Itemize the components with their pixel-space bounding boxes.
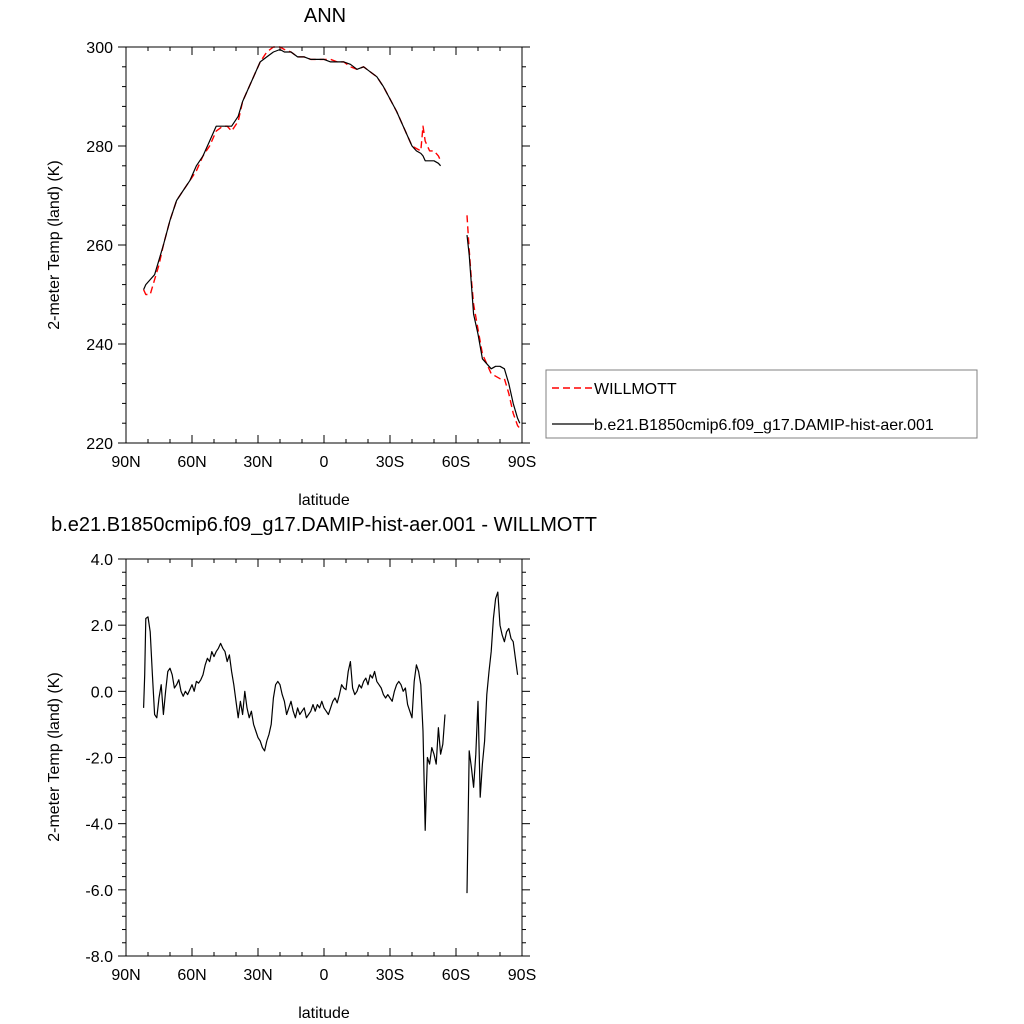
bottom-x-tick-label: 60N <box>177 967 206 984</box>
bottom-y-tick-label: 2.0 <box>91 618 113 635</box>
legend-label-willmott: WILLMOTT <box>594 381 677 398</box>
bottom-x-axis-label: latitude <box>298 1005 350 1022</box>
top-x-tick-label: 60S <box>442 454 470 471</box>
top-y-tick-label: 260 <box>86 238 113 255</box>
bottom-x-tick-label: 0 <box>320 967 329 984</box>
legend: WILLMOTT b.e21.B1850cmip6.f09_g17.DAMIP-… <box>545 369 978 439</box>
legend-box <box>545 369 978 439</box>
top-series-line-0 <box>142 46 442 296</box>
bottom-y-tick-label: 0.0 <box>91 684 113 701</box>
top-panel: ANN latitude 2-meter Temp (land) (K) 90N… <box>46 5 978 509</box>
top-series-lines <box>142 46 521 429</box>
bottom-y-tick-label: -8.0 <box>85 949 113 966</box>
bottom-series-line-0 <box>143 616 446 831</box>
top-x-tick-label: 90S <box>508 454 536 471</box>
top-plot-frame <box>125 46 523 444</box>
legend-label-model: b.e21.B1850cmip6.f09_g17.DAMIP-hist-aer.… <box>594 417 934 434</box>
bottom-x-tick-label: 90N <box>111 967 140 984</box>
bottom-y-tick-label: -4.0 <box>85 817 113 834</box>
bottom-chart-title: b.e21.B1850cmip6.f09_g17.DAMIP-hist-aer.… <box>51 514 597 536</box>
top-x-tick-label: 90N <box>111 454 140 471</box>
top-x-tick-label: 60N <box>177 454 206 471</box>
top-x-axis-label: latitude <box>298 492 350 509</box>
bottom-series-line-0 <box>466 591 519 894</box>
bottom-x-tick-label: 90S <box>508 967 536 984</box>
top-series-line-1 <box>466 235 521 424</box>
top-y-tick-label: 280 <box>86 139 113 156</box>
top-chart-title: ANN <box>304 5 346 27</box>
bottom-y-axis-label: 2-meter Temp (land) (K) <box>46 672 63 842</box>
bottom-x-tick-label: 30S <box>376 967 404 984</box>
top-y-axis-label: 2-meter Temp (land) (K) <box>46 160 63 330</box>
top-x-tick-label: 30S <box>376 454 404 471</box>
top-series-line-1 <box>143 48 442 290</box>
top-x-tick-label: 30N <box>243 454 272 471</box>
top-axis-ticks: 90N 60N 30N 0 30S 60S 90S 220 240 260 280 300 <box>86 40 536 471</box>
bottom-y-tick-label: -6.0 <box>85 883 113 900</box>
bottom-x-tick-label: 60S <box>442 967 470 984</box>
bottom-y-tick-label: 4.0 <box>91 552 113 569</box>
bottom-series-lines <box>143 591 519 894</box>
top-y-tick-label: 300 <box>86 40 113 57</box>
top-x-tick-label: 0 <box>320 454 329 471</box>
bottom-y-tick-label: -2.0 <box>85 751 113 768</box>
bottom-plot-frame <box>125 558 523 957</box>
top-y-tick-label: 220 <box>86 436 113 453</box>
top-y-tick-label: 240 <box>86 337 113 354</box>
bottom-x-tick-label: 30N <box>243 967 272 984</box>
bottom-panel: b.e21.B1850cmip6.f09_g17.DAMIP-hist-aer.… <box>46 514 597 1022</box>
